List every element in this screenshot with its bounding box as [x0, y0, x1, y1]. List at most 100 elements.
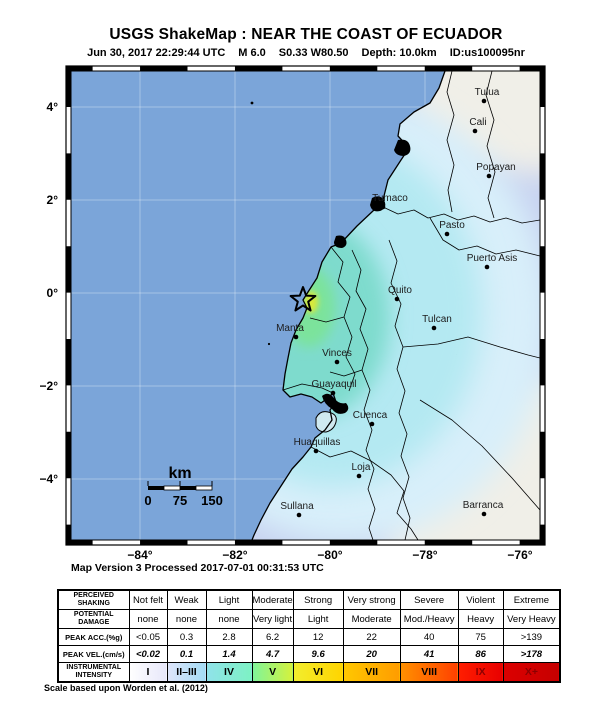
intensity-cell-vi: VI: [292, 662, 344, 683]
legend-cell: Severe: [399, 589, 459, 610]
y-tick-label: 0°: [47, 286, 59, 300]
x-tick-label: −84°: [127, 548, 152, 562]
legend-cell: 0.3: [166, 628, 207, 646]
legend-cell: 40: [399, 628, 459, 646]
city-label-vinces: Vinces: [322, 348, 352, 359]
epicenter-star-icon: [289, 286, 317, 312]
y-tick-label: −4°: [40, 472, 59, 486]
legend-row-peak-acc: PEAK ACC.(%g) <0.05 0.3 2.8 6.2 12 22 40…: [57, 628, 561, 646]
legend-cell: Light: [205, 589, 253, 610]
city-label-barranca: Barranca: [463, 500, 504, 511]
legend-cell: none: [166, 609, 207, 629]
city-dot: [296, 512, 302, 518]
legend-cell: 1.4: [205, 645, 253, 663]
legend-row-label: POTENTIAL DAMAGE: [57, 609, 130, 629]
legend-cell: 41: [399, 645, 459, 663]
admin-borders: [282, 71, 540, 540]
city-label-tulua: Tulua: [475, 87, 500, 98]
intensity-cell-ii-iii: II–III: [166, 662, 207, 683]
x-tick-label: −78°: [412, 548, 437, 562]
legend-cell: 12: [292, 628, 344, 646]
intensity-cell-x: X+: [502, 662, 561, 683]
city-label-popayan: Popayan: [476, 162, 515, 173]
x-tick-label: −82°: [222, 548, 247, 562]
coastline: [251, 71, 446, 540]
legend-row-peak-vel: PEAK VEL.(cm/s) <0.02 0.1 1.4 4.7 9.6 20…: [57, 645, 561, 663]
city-label-quito: Quito: [388, 285, 412, 296]
city-dot: [380, 204, 386, 210]
x-tick-label: −76°: [507, 548, 532, 562]
legend-row-label: PERCEIVED SHAKING: [57, 589, 130, 610]
legend-cell: Light: [292, 609, 344, 629]
city-label-manta: Manta: [276, 323, 304, 334]
y-tick-label: 2°: [47, 193, 59, 207]
y-tick-label: 4°: [47, 100, 59, 114]
legend-row-perceived-shaking: PERCEIVED SHAKING Not felt Weak Light Mo…: [57, 589, 561, 610]
legend-cell: Weak: [166, 589, 207, 610]
scale-unit-label: km: [168, 465, 191, 482]
legend-cell: none: [128, 609, 168, 629]
city-dot: [293, 334, 299, 340]
city-dot: [481, 511, 487, 517]
intensity-cell-v: V: [251, 662, 294, 683]
city-dot: [486, 173, 492, 179]
y-tick-label: −2°: [40, 379, 59, 393]
legend-cell: 9.6: [292, 645, 344, 663]
legend-cell: none: [205, 609, 253, 629]
city-dot: [431, 325, 437, 331]
y-axis-labels: 4° 2° 0° −2° −4°: [40, 100, 59, 486]
city-label-huaquillas: Huaquillas: [294, 437, 341, 448]
city-label-cali: Cali: [469, 117, 486, 128]
city-dot: [481, 98, 487, 104]
city-label-tumaco: Tumaco: [372, 193, 408, 204]
event-depth: Depth: 10.0km: [361, 47, 437, 59]
city-label-cuenca: Cuenca: [353, 410, 388, 421]
legend-row-instrumental-intensity: INSTRUMENTAL INTENSITY I II–III IV V VI …: [57, 662, 561, 683]
city-label-puerto-asis: Puerto Asis: [467, 253, 518, 264]
island-dot: [250, 101, 254, 105]
legend-cell: Extreme: [502, 589, 561, 610]
city-label-tulcan: Tulcan: [422, 314, 452, 325]
intensity-cell-viii: VIII: [399, 662, 459, 683]
legend-row-label: INSTRUMENTAL INTENSITY: [57, 662, 130, 683]
legend-cell: Very light: [251, 609, 294, 629]
legend-cell: 20: [342, 645, 401, 663]
city-dot: [444, 231, 450, 237]
shakemap-map: Tulua Cali Popayan Tumaco Pasto Puerto A…: [40, 65, 546, 562]
city-dot: [369, 421, 375, 427]
city-dot: [330, 390, 336, 396]
map-frame: [65, 65, 546, 546]
legend-cell: Violent: [457, 589, 504, 610]
legend-cell: Heavy: [457, 609, 504, 629]
event-coordinates: S0.33 W80.50: [278, 47, 349, 59]
event-subtitle: Jun 30, 2017 22:29:44 UTC M 6.0 S0.33 W8…: [0, 47, 612, 59]
city-dot: [356, 473, 362, 479]
legend-cell: Mod./Heavy: [399, 609, 459, 629]
city-label-guayaquil: Guayaquil: [311, 379, 356, 390]
legend-cell: 75: [457, 628, 504, 646]
city-label-loja: Loja: [352, 462, 371, 473]
x-axis-labels: −84° −82° −80° −78° −76°: [127, 548, 532, 562]
island-dot: [267, 342, 271, 346]
page-title: USGS ShakeMap : NEAR THE COAST OF ECUADO…: [109, 26, 503, 43]
legend-cell: Very strong: [342, 589, 401, 610]
legend-cell: >139: [502, 628, 561, 646]
legend-cell: Strong: [292, 589, 344, 610]
legend-cell: >178: [502, 645, 561, 663]
event-magnitude: M 6.0: [238, 47, 266, 59]
legend-row-label: PEAK VEL.(cm/s): [57, 645, 130, 663]
legend-cell: <0.05: [128, 628, 168, 646]
city-dot: [313, 448, 319, 454]
intensity-legend: PERCEIVED SHAKING Not felt Weak Light Mo…: [57, 589, 562, 683]
legend-row-label: PEAK ACC.(%g): [57, 628, 130, 646]
legend-cell: 2.8: [205, 628, 253, 646]
city-dots: [293, 98, 492, 518]
legend-footnote: Scale based upon Worden et al. (2012): [44, 683, 208, 693]
map-version-line: Map Version 3 Processed 2017-07-01 00:31…: [71, 562, 324, 574]
scale-tick-150: 150: [201, 493, 223, 508]
scale-tick-0: 0: [144, 493, 151, 508]
legend-cell: 86: [457, 645, 504, 663]
legend-cell: 0.1: [166, 645, 207, 663]
city-label-pasto: Pasto: [439, 220, 465, 231]
scale-tick-75: 75: [173, 493, 187, 508]
